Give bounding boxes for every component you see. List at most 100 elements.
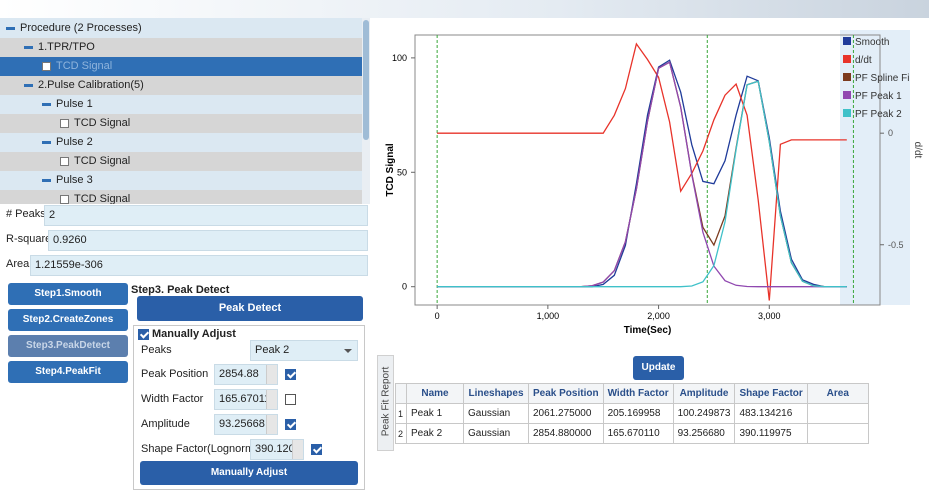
report-tab-label: Peak Fit Report — [380, 366, 392, 437]
tree-label: Pulse 2 — [56, 136, 93, 148]
tree-row[interactable]: Pulse 2 — [0, 133, 362, 152]
data-row: 2 Peak 2 Gaussian 2854.880000 165.670110 93.2… — [395, 423, 869, 444]
expander — [24, 46, 33, 49]
legend-swatch — [843, 91, 851, 99]
param-input[interactable]: 165.67011 — [214, 389, 278, 410]
legend-swatch — [843, 55, 851, 63]
column-header: Lineshapes — [463, 383, 529, 404]
manual-checkbox[interactable] — [138, 329, 149, 340]
param-label: Amplitude — [141, 418, 190, 430]
spinner — [266, 365, 277, 384]
cell — [806, 403, 869, 424]
y2-tick-label: -0.5 — [888, 240, 904, 250]
series-line — [437, 61, 847, 288]
tree-label: TCD Signal — [74, 117, 131, 129]
legend-label: PF Peak 2 — [855, 109, 902, 120]
manual-label: Manually Adjust — [152, 328, 236, 340]
field-label: R-square — [6, 233, 52, 245]
y-tick-label: 100 — [392, 53, 407, 63]
param-checkbox[interactable] — [285, 369, 296, 380]
series-line — [437, 42, 847, 301]
tree-row[interactable]: Pulse 1 — [0, 95, 362, 114]
cell: 2854.880000 — [528, 423, 604, 444]
panel-title: Step3. Peak Detect — [131, 284, 230, 296]
tree-row[interactable]: TCD Signal — [0, 57, 362, 76]
param-checkbox[interactable] — [311, 444, 322, 455]
param-input[interactable]: 2854.88 — [214, 364, 278, 385]
tree-label: 2.Pulse Calibration(5) — [38, 79, 144, 91]
scrollbar — [362, 18, 370, 204]
y-tick-label: 0 — [402, 282, 407, 292]
procedure-tree: Procedure (2 Processes) 1.TPR/TPO TCD Sign… — [0, 18, 370, 204]
cell: Gaussian — [463, 403, 529, 424]
plot-area — [414, 34, 881, 306]
expander — [42, 179, 51, 182]
report-tab[interactable]: Peak Fit Report — [377, 355, 394, 451]
tree-label: Procedure (2 Processes) — [20, 22, 142, 34]
column-header: Amplitude — [672, 383, 736, 404]
series-line — [437, 80, 847, 288]
column-header: Shape Factor — [734, 383, 808, 404]
report-table: Name Lineshapes Peak Position Width Factor A… — [395, 383, 869, 444]
tree-label: TCD Signal — [74, 155, 131, 167]
peaks-select[interactable]: Peak 2 — [250, 340, 358, 361]
param-label: Shape Factor(Lognormal) — [141, 443, 267, 455]
legend-swatch — [843, 109, 851, 117]
leaf-checkbox[interactable] — [60, 119, 69, 128]
cell: 483.134216 — [734, 403, 808, 424]
cell: Peak 2 — [406, 423, 464, 444]
tree-row[interactable]: Procedure (2 Processes) — [0, 19, 362, 38]
y2-tick-label: 0 — [888, 128, 893, 138]
step-button[interactable]: Step1.Smooth — [8, 283, 128, 305]
scroll-thumb[interactable] — [363, 20, 369, 140]
field-value: 0.9260 — [48, 230, 368, 251]
x-tick-label: 0 — [435, 311, 440, 321]
param-input[interactable]: 93.25668 — [214, 414, 278, 435]
tree-row[interactable]: 1.TPR/TPO — [0, 38, 362, 57]
row-index: 1 — [395, 403, 407, 424]
leaf-checkbox[interactable] — [60, 195, 69, 204]
tree-label: TCD Signal — [74, 193, 131, 204]
peaks-label: Peaks — [141, 344, 172, 356]
expander — [24, 84, 33, 87]
cell: 165.670110 — [602, 423, 674, 444]
column-header: Peak Position — [528, 383, 604, 404]
x-axis-label: Time(Sec) — [624, 325, 672, 336]
update-button[interactable]: Update — [633, 356, 684, 380]
param-input[interactable]: 390.120 — [250, 439, 304, 460]
step-button[interactable]: Step4.PeakFit — [8, 361, 128, 383]
x-tick-label: 1,000 — [537, 311, 560, 321]
expander — [42, 141, 51, 144]
legend-label: PF Peak 1 — [855, 91, 902, 102]
cell: 93.256680 — [672, 423, 736, 444]
cell — [806, 423, 869, 444]
cell: 100.249873 — [672, 403, 736, 424]
leaf-checkbox[interactable] — [60, 157, 69, 166]
series-line — [437, 59, 847, 288]
tree-row[interactable]: 2.Pulse Calibration(5) — [0, 76, 362, 95]
tree-label: Pulse 3 — [56, 174, 93, 186]
tree-row[interactable]: TCD Signal — [0, 190, 362, 204]
chart: 0 1,000 2,000 3,000 0 50 100 0 -0.5 Time(Sec) TCD … — [385, 30, 923, 336]
tree-row[interactable]: TCD Signal — [0, 152, 362, 171]
tree-row[interactable]: Pulse 3 — [0, 171, 362, 190]
manually-adjust-button[interactable]: Manually Adjust — [140, 461, 358, 485]
expander — [42, 103, 51, 106]
step-button[interactable]: Step2.CreateZones — [8, 309, 128, 331]
x-tick-label: 2,000 — [647, 311, 670, 321]
leaf-checkbox[interactable] — [42, 62, 51, 71]
param-checkbox[interactable] — [285, 419, 296, 430]
param-checkbox[interactable] — [285, 394, 296, 405]
legend-swatch — [843, 73, 851, 81]
cell: 390.119975 — [734, 423, 808, 444]
field-value: 2 — [44, 205, 368, 226]
tree-label: TCD Signal — [56, 60, 113, 72]
peak-detect-button[interactable]: Peak Detect — [137, 296, 363, 321]
step-button[interactable]: Step3.PeakDetect — [8, 335, 128, 357]
title-strip — [0, 0, 929, 18]
legend-label: d/dt — [855, 55, 872, 66]
series-line — [437, 61, 847, 288]
column-header: Area — [806, 383, 869, 404]
tree-row[interactable]: TCD Signal — [0, 114, 362, 133]
y-axis-label: TCD Signal — [385, 143, 396, 197]
